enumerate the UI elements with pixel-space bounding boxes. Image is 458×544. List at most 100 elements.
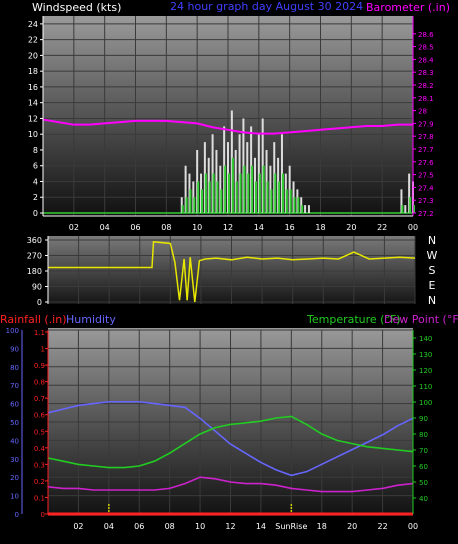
direction-tick-label: 270 (27, 252, 42, 261)
barometer-tick-label: 27.4 (418, 184, 434, 192)
barometer-tick-label: 27.2 (418, 210, 434, 218)
windspeed-title: Windspeed (kts) (32, 1, 121, 14)
x-tick-label: 14 (254, 223, 264, 232)
rainfall-tick-label: 1.1 (34, 329, 45, 337)
windspeed-tick-label: 12 (28, 114, 38, 123)
temperature-tick-label: 130 (419, 351, 432, 359)
compass-letter: W (427, 249, 438, 262)
rainfall-tick-label: 0.2 (34, 478, 45, 486)
x-tick-label: 02 (69, 223, 79, 232)
dewpoint-label: Dew Point (°F) (384, 313, 458, 326)
compass-letter: S (429, 264, 436, 277)
barometer-tick-label: 27.3 (418, 197, 434, 205)
humidity-line (47, 400, 414, 477)
humidity-tick-label: 80 (10, 364, 19, 372)
rainfall-tick-label: 1 (41, 346, 45, 354)
x-tick-label: 06 (130, 223, 140, 232)
temperature-tick-label: 120 (419, 367, 432, 375)
windspeed-tick-label: 2 (33, 193, 38, 202)
humidity-tick-label: 0 (15, 511, 19, 519)
x-tick-label: 22 (377, 223, 387, 232)
x-tick-label: 06 (134, 522, 144, 531)
rainfall-tick-label: 0 (41, 511, 45, 519)
windspeed-tick-label: 16 (28, 83, 38, 92)
x-tick-label: 18 (317, 522, 327, 531)
x-tick-label: 20 (346, 223, 356, 232)
x-tick-label: 08 (161, 223, 171, 232)
direction-line (48, 240, 416, 303)
barometer-tick-label: 27.5 (418, 172, 434, 180)
barometer-tick-label: 28.4 (418, 56, 434, 64)
temperature-tick-label: 60 (419, 463, 428, 471)
x-tick-label: 00 (408, 522, 418, 531)
humidity-label: Humidity (66, 313, 116, 326)
rainfall-tick-label: 0.5 (34, 428, 45, 436)
barometer-tick-label: 27.7 (418, 146, 434, 154)
barometer-tick-label: 28.6 (418, 31, 434, 39)
x-tick-label: 22 (377, 522, 387, 531)
x-tick-label: SunRise (275, 522, 307, 531)
barometer-tick-label: 27.8 (418, 133, 434, 141)
x-tick-label: 10 (192, 223, 202, 232)
humidity-tick-label: 60 (10, 401, 19, 409)
windspeed-tick-label: 24 (28, 20, 38, 29)
temperature-tick-label: 70 (419, 447, 428, 455)
rainfall-label: Rainfall (.in) (0, 313, 67, 326)
barometer-tick-label: 28.1 (418, 95, 434, 103)
direction-tick-label: 90 (32, 283, 42, 292)
compass-letter: E (429, 279, 436, 292)
windspeed-tick-label: 10 (28, 130, 38, 139)
barometer-line (42, 118, 413, 135)
temperature-tick-label: 80 (419, 431, 428, 439)
rainfall-tick-label: 0.7 (34, 395, 45, 403)
x-tick-label: 20 (347, 522, 357, 531)
temperature-tick-label: 50 (419, 479, 428, 487)
rainfall-tick-label: 0.4 (34, 445, 46, 453)
x-tick-label: 00 (408, 223, 418, 232)
windspeed-tick-label: 4 (33, 177, 38, 186)
panel2-grid (48, 236, 416, 304)
x-tick-label: 02 (73, 522, 83, 531)
compass-letter: N (428, 234, 436, 247)
series-layer (42, 110, 416, 516)
direction-tick-label: 360 (27, 236, 42, 245)
temperature-label: Temperature (°F) (306, 313, 401, 326)
humidity-tick-label: 10 (10, 493, 19, 501)
x-tick-label: 12 (225, 522, 235, 531)
rainfall-tick-label: 0.3 (34, 461, 45, 469)
x-tick-label: 12 (223, 223, 233, 232)
temperature-tick-label: 40 (419, 495, 428, 503)
temperature-tick-label: 140 (419, 335, 432, 343)
x-tick-label: 10 (195, 522, 205, 531)
barometer-tick-label: 27.6 (418, 159, 434, 167)
x-tick-label: 18 (315, 223, 325, 232)
barometer-tick-label: 27.9 (418, 120, 434, 128)
windspeed-tick-label: 0 (33, 209, 38, 218)
temperature-tick-label: 100 (419, 399, 432, 407)
dew-point-line (47, 476, 414, 493)
windspeed-tick-label: 20 (28, 51, 38, 60)
barometer-title: Barometer (.in) (366, 1, 450, 14)
rainfall-tick-label: 0.8 (34, 379, 45, 387)
x-tick-label: 08 (165, 522, 175, 531)
humidity-tick-label: 90 (10, 345, 19, 353)
x-tick-label: 04 (104, 522, 114, 531)
x-tick-label: 16 (285, 223, 295, 232)
x-tick-label: 14 (256, 522, 266, 531)
windspeed-tick-label: 14 (28, 99, 38, 108)
direction-tick-label: 0 (37, 298, 42, 307)
barometer-tick-label: 28 (418, 108, 427, 116)
temperature-tick-label: 90 (419, 415, 428, 423)
humidity-tick-label: 40 (10, 437, 19, 445)
windspeed-tick-label: 6 (33, 162, 38, 171)
direction-tick-label: 180 (27, 267, 42, 276)
panel3-grid (48, 329, 414, 515)
windspeed-tick-label: 8 (33, 146, 38, 155)
humidity-tick-label: 30 (10, 456, 19, 464)
barometer-tick-label: 28.5 (418, 44, 434, 52)
humidity-tick-label: 50 (10, 419, 19, 427)
rainfall-tick-label: 0.6 (34, 412, 46, 420)
